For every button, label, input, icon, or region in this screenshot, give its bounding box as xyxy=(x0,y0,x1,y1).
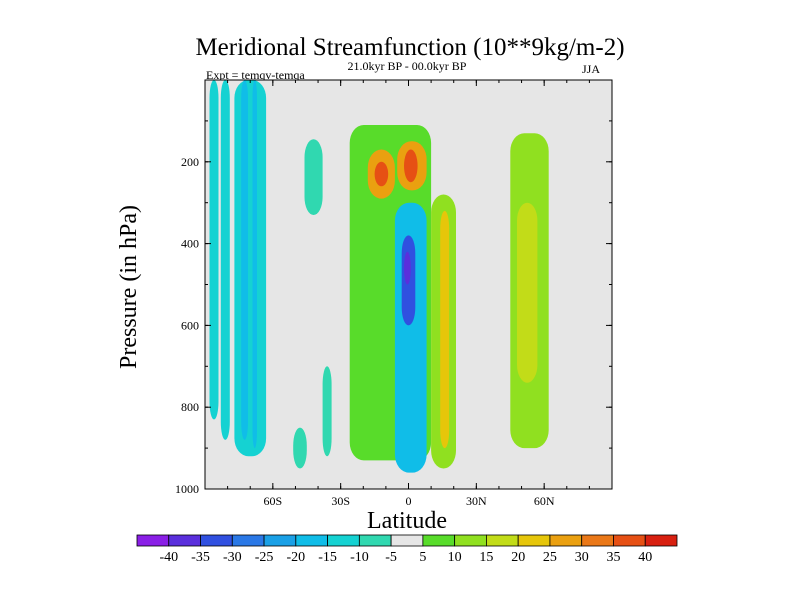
colorbar-label: -10 xyxy=(350,550,369,565)
colorbar-label: -15 xyxy=(318,550,337,565)
contour-pos-band-50n-core xyxy=(517,202,538,383)
colorbar-swatch xyxy=(549,534,583,547)
contour-neg-equator-max xyxy=(404,251,411,285)
x-axis: 60S 30S 0 30N 60N xyxy=(204,80,613,508)
contour-neg-patch-40s-upper xyxy=(304,139,323,215)
y-tick-label: 400 xyxy=(181,237,199,251)
x-axis-label: Latitude xyxy=(367,508,447,534)
experiment-label: Expt = temqv-temqa xyxy=(206,68,305,82)
colorbar-swatch xyxy=(581,534,614,547)
contour-neg-band-60s-e xyxy=(252,80,257,449)
colorbar-swatch xyxy=(327,534,360,547)
contour-pos-band-30n xyxy=(469,80,495,432)
colorbar-swatch xyxy=(486,534,519,547)
colorbar-swatch xyxy=(263,534,297,547)
colorbar-swatch xyxy=(168,534,201,547)
colorbar-label: -25 xyxy=(255,550,274,565)
colorbar-swatch xyxy=(358,534,392,547)
colorbar-label: -35 xyxy=(191,550,210,565)
chart-title: Meridional Streamfunction (10**9kg/m-2) xyxy=(195,34,624,61)
colorbar-label: 5 xyxy=(419,550,426,565)
x-tick-label: 30S xyxy=(331,494,350,508)
contour-neg-band-60s-b xyxy=(220,80,230,440)
contour-neg-band-60s-a xyxy=(209,80,219,420)
colorbar-swatch xyxy=(136,534,170,547)
colorbar-swatch xyxy=(517,534,551,547)
contour-pos-band-65n xyxy=(553,80,572,449)
x-tick-label: 0 xyxy=(406,494,412,508)
contour-neg-band-60s-d xyxy=(241,80,248,440)
y-tick-label: 1000 xyxy=(175,482,199,496)
colorbar-label: -20 xyxy=(286,550,305,565)
colorbar-label: 10 xyxy=(448,550,462,565)
plot-area xyxy=(204,79,613,490)
colorbar-swatch xyxy=(295,534,328,547)
contour-pos-column-15n-core xyxy=(440,210,450,449)
colorbar: -40 -35 -30 -25 -20 -15 -10 -5 5 10 15 20 25 30 35 40 xyxy=(136,534,678,565)
y-tick-label: 200 xyxy=(181,155,199,169)
colorbar-swatch xyxy=(231,534,265,547)
x-tick-label: 60N xyxy=(534,494,555,508)
colorbar-label: 40 xyxy=(638,550,652,565)
colorbar-label: 25 xyxy=(543,550,557,565)
contour-neg-band-60s-c xyxy=(234,80,267,457)
contour-neg-patch-40s-lower xyxy=(322,366,332,457)
x-tick-label: 30N xyxy=(466,494,487,508)
y-axis: 200 400 600 800 1000 xyxy=(175,120,612,496)
colorbar-swatch xyxy=(200,534,233,547)
contour-pos-core-3s-max xyxy=(404,149,418,183)
x-tick-label: 60S xyxy=(263,494,282,508)
colorbar-label: 35 xyxy=(607,550,621,565)
colorbar-label: 15 xyxy=(479,550,493,565)
colorbar-swatch xyxy=(644,534,678,547)
y-axis-label: Pressure (in hPa) xyxy=(116,205,142,369)
colorbar-swatch xyxy=(422,534,456,547)
y-tick-label: 600 xyxy=(181,318,199,332)
colorbar-label: -40 xyxy=(159,550,178,565)
colorbar-swatch xyxy=(454,534,487,547)
period-label: 21.0kyr BP - 00.0kyr BP xyxy=(348,59,467,73)
colorbar-label: -5 xyxy=(385,550,397,565)
colorbar-swatch xyxy=(613,534,646,547)
season-label: JJA xyxy=(582,62,600,76)
y-tick-label: 800 xyxy=(181,400,199,414)
colorbar-swatch xyxy=(390,534,424,547)
colorbar-label: 30 xyxy=(575,550,589,565)
contour-pos-core-15s-max xyxy=(374,161,389,187)
colorbar-label: -30 xyxy=(223,550,242,565)
contour-neg-patch-45s-lower xyxy=(293,427,307,469)
colorbar-label: 20 xyxy=(511,550,525,565)
